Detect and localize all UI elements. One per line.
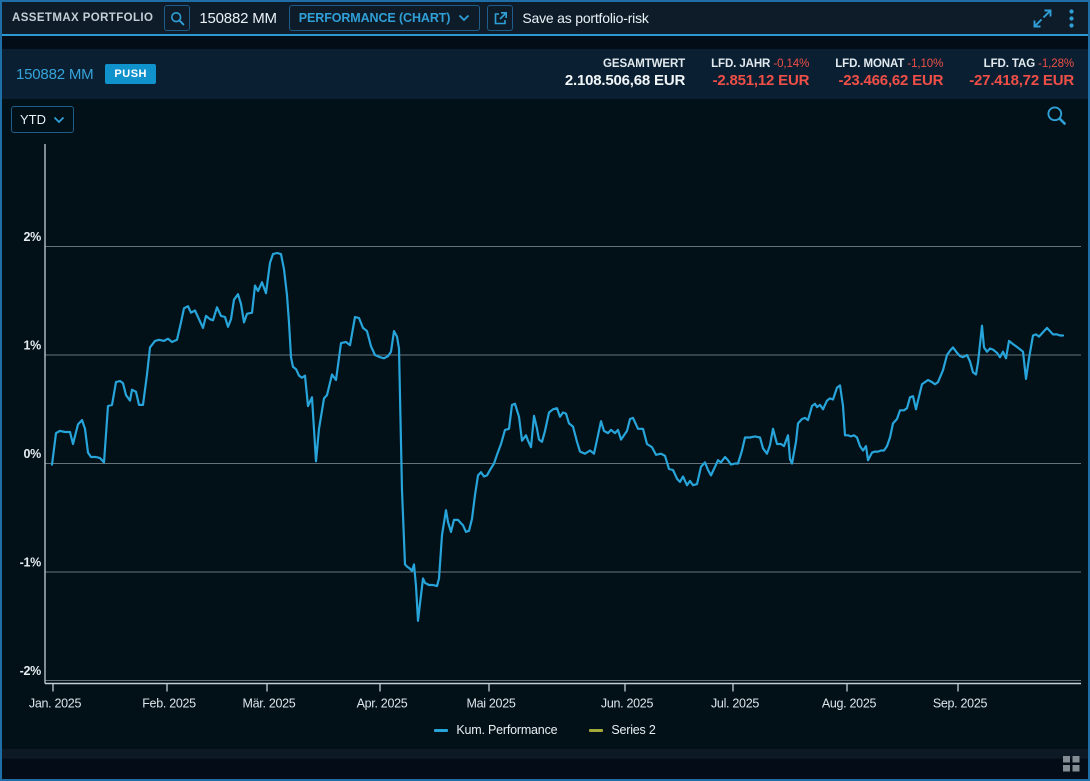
portfolio-id: 150882 MM [199, 9, 277, 27]
chevron-down-icon [53, 116, 65, 123]
x-axis-label: Sep. 2025 [933, 697, 988, 711]
chart-zoom-icon[interactable] [1046, 105, 1067, 126]
footer-bar [2, 749, 1088, 779]
legend-swatch [434, 728, 449, 732]
push-badge[interactable]: PUSH [105, 64, 156, 84]
metric-gesamtwert: GESAMTWERT 2.108.506,68 EUR [565, 58, 685, 89]
metric-label: LFD. TAG [983, 58, 1036, 71]
legend-label: Series 2 [611, 723, 656, 737]
y-axis-label: 2% [24, 230, 42, 244]
metrics-group: GESAMTWERT 2.108.506,68 EUR LFD. JAHR -0… [565, 58, 1074, 89]
range-dropdown[interactable]: YTD [11, 106, 74, 133]
metric-lfd-jahr: LFD. JAHR -0,14% -2.851,12 EUR [711, 58, 809, 89]
x-axis-label: Mär. 2025 [243, 697, 296, 711]
metric-label: LFD. JAHR [711, 58, 771, 71]
metric-label: GESAMTWERT [603, 58, 686, 71]
open-external-icon [494, 11, 507, 24]
y-axis-label: 1% [24, 339, 42, 353]
x-axis-label: Aug. 2025 [822, 697, 877, 711]
portfolio-name-link[interactable]: 150882 MM [16, 65, 94, 83]
chart-legend: Kum. Performance Series 2 [2, 723, 1088, 737]
expand-icon[interactable] [1032, 8, 1053, 29]
y-axis-label: 0% [24, 447, 42, 461]
x-axis-label: Apr. 2025 [357, 697, 408, 711]
legend-item-kum-performance[interactable]: Kum. Performance [434, 723, 558, 737]
search-icon [170, 11, 185, 25]
x-axis-label: Jun. 2025 [601, 697, 654, 711]
save-as-portfolio-risk[interactable]: Save as portfolio-risk [522, 10, 649, 26]
metric-percent: -1,28% [1038, 58, 1074, 71]
performance-line-chart[interactable]: 2% 1% 0% -1% -2% Jan. 2025 Feb. 2025 Mär. 2025 A… [2, 99, 1088, 749]
view-type-dropdown-label: PERFORMANCE (CHART) [298, 11, 451, 25]
kebab-menu-icon[interactable] [1069, 8, 1074, 28]
range-dropdown-label: YTD [20, 112, 46, 127]
legend-label: Kum. Performance [456, 723, 558, 737]
x-axis-label: Feb. 2025 [142, 697, 196, 711]
metric-lfd-tag: LFD. TAG -1,28% -27.418,72 EUR [969, 58, 1074, 89]
legend-swatch [589, 728, 604, 732]
portfolio-stats-bar: 150882 MM PUSH GESAMTWERT 2.108.506,68 E… [2, 49, 1088, 99]
metric-label: LFD. MONAT [835, 58, 905, 71]
top-toolbar: ASSETMAX PORTFOLIO 150882 MM PERFORMANCE… [2, 2, 1088, 36]
x-axis-label: Jul. 2025 [711, 697, 759, 711]
open-external-button[interactable] [487, 5, 514, 31]
x-axis-label: Jan. 2025 [29, 697, 82, 711]
series-kum-performance [50, 251, 1065, 622]
metric-value: -27.418,72 EUR [969, 72, 1074, 90]
metric-percent: -0,14% [773, 58, 810, 71]
metric-lfd-monat: LFD. MONAT -1,10% -23.466,62 EUR [835, 58, 943, 89]
view-type-dropdown[interactable]: PERFORMANCE (CHART) [288, 5, 481, 31]
app-title: ASSETMAX PORTFOLIO [12, 12, 154, 24]
metric-value: -23.466,62 EUR [838, 72, 944, 90]
metric-value: -2.851,12 EUR [712, 72, 810, 90]
legend-item-series-2[interactable]: Series 2 [589, 723, 656, 737]
metric-value: 2.108.506,68 EUR [564, 72, 686, 90]
x-axis-label: Mai 2025 [466, 697, 515, 711]
metric-percent: -1,10% [907, 58, 944, 71]
performance-chart-card: 2% 1% 0% -1% -2% Jan. 2025 Feb. 2025 Mär. 2025 A… [2, 99, 1088, 749]
apps-grid-icon[interactable] [1062, 755, 1081, 774]
search-button[interactable] [164, 5, 191, 31]
y-axis-label: -2% [20, 664, 42, 678]
chevron-down-icon [459, 14, 470, 22]
toolbar-right-group [1032, 8, 1088, 29]
y-axis-label: -1% [20, 556, 42, 570]
